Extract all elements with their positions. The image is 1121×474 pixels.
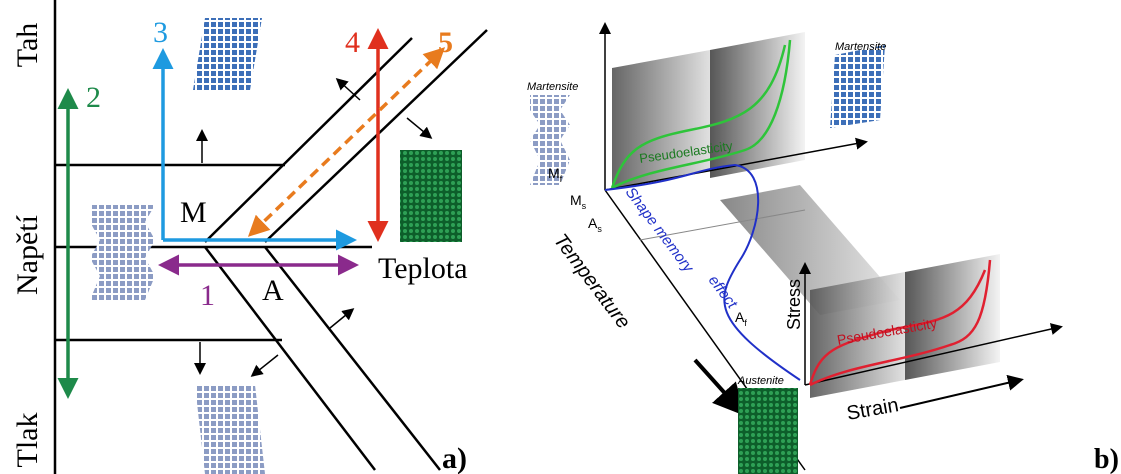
figure: Tah Napětí Tlak Teplota 1 2 3 4 5 M A a)… (0, 0, 1121, 474)
axis-label: Strain (845, 394, 900, 425)
caption: b) (1094, 444, 1119, 474)
axis-label: Temperature (549, 230, 634, 333)
phase-label: M (180, 196, 207, 229)
temperature-label: As (588, 215, 602, 234)
text-part: M (570, 192, 582, 208)
axis-label: Stress (784, 279, 804, 330)
curve-label: effect (705, 272, 741, 312)
phase-label: A (262, 274, 284, 307)
text-part: f (744, 318, 747, 328)
temperature-label: Ms (570, 192, 587, 211)
temperature-label: Af (735, 309, 747, 328)
path-label: 1 (200, 279, 215, 312)
axis-label: Napětí (11, 214, 44, 295)
caption: a) (442, 442, 467, 474)
panel-b (530, 25, 1060, 474)
text-part: M (548, 165, 560, 181)
lattice-label: Austenite (737, 375, 784, 387)
text-part: s (597, 224, 602, 234)
axis-label: Tlak (11, 413, 44, 468)
lattice-label: Martensite (835, 41, 886, 53)
path-label: 3 (153, 16, 168, 49)
axis-label: Teplota (378, 252, 468, 285)
text-part: s (582, 201, 587, 211)
path-label: 4 (345, 26, 360, 59)
lattice-label: Martensite (527, 81, 578, 93)
path-label: 2 (86, 81, 101, 114)
axis-label: Tah (11, 23, 44, 68)
path-label: 5 (438, 26, 453, 59)
